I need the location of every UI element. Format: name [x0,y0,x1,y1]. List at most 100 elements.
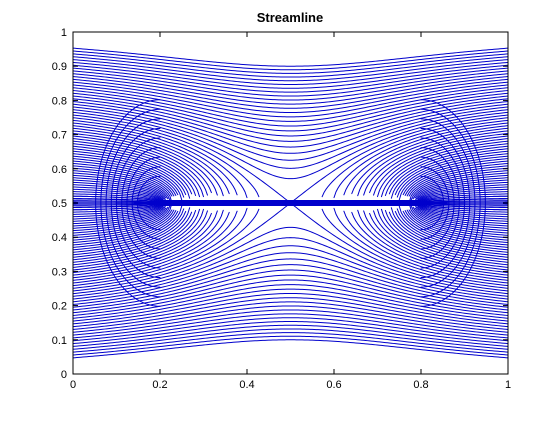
streamline [73,252,508,303]
streamline [73,305,508,333]
streamline [73,332,508,353]
streamline [73,135,508,196]
y-tick-label: 0.3 [52,266,67,278]
streamline-left-lobe [110,127,161,279]
streamline [73,132,508,194]
streamline [73,292,508,325]
streamline [73,205,508,218]
streamline-right-lobe [420,127,471,279]
streamline-right-lobe [420,175,445,231]
y-tick-label: 0.5 [52,198,67,210]
streamline [73,297,508,328]
y-tick-label: 0.9 [52,61,67,73]
streamline-right-lobe [420,137,465,269]
streamline [73,64,508,89]
streamline [73,208,508,268]
streamline [73,274,508,314]
streamline [73,138,508,198]
x-tick-label: 0.6 [326,379,341,391]
x-tick-label: 0.4 [239,379,254,391]
streamline [73,237,508,297]
streamline-right-lobe [420,118,476,288]
streamline [73,209,508,263]
streamline [73,155,508,201]
x-tick-label: 0.8 [413,379,428,391]
streamline [73,284,508,319]
streamline [73,204,508,292]
streamline [73,209,508,244]
streamline [73,339,508,359]
streamline [73,61,508,85]
streamline [73,207,508,258]
streamline [73,53,508,74]
plot-area [73,32,508,374]
streamline [73,210,508,248]
streamline [73,153,508,198]
streamline [73,177,508,202]
streamline [73,172,508,200]
streamline [73,202,508,239]
streamline-left-lobe [136,175,161,231]
y-tick-label: 0.2 [52,301,67,313]
streamline [73,324,508,347]
streamline [73,140,508,198]
streamline [73,245,508,300]
streamline [73,317,508,342]
streamline [73,95,508,137]
streamline [73,321,508,345]
streamline [73,106,508,161]
y-tick-label: 0.1 [52,335,67,347]
streamline-right-lobe [420,156,455,250]
ticks: 0 0.2 0.4 0.6 0.8 1 0 0.1 0.2 0.3 0.4 0.5 0.6 0.7 0.8 0… [52,27,511,391]
streamline [73,212,508,274]
streamline [73,210,508,276]
streamline [73,70,508,97]
streamline-left-lobe [95,99,161,307]
streamline [73,210,508,271]
streamline [73,109,508,169]
streamline [73,158,508,196]
streamline [73,288,508,322]
streamline [73,165,508,197]
streamline [73,122,508,196]
streamline [73,210,508,246]
streamline [73,111,508,180]
streamline [73,226,508,295]
streamline [73,76,508,105]
streamline [73,208,508,289]
streamline [73,209,508,279]
streamline [73,56,508,78]
streamline [73,188,508,201]
streamline-left-lobe [131,166,161,240]
streamline [73,143,508,197]
y-tick-label: 0.8 [52,95,67,107]
streamline [73,167,508,204]
streamline [73,208,508,266]
streamline [73,50,508,71]
x-tick-label: 1 [505,379,511,391]
streamline [73,87,508,122]
streamline [73,309,508,336]
streamline [73,127,508,197]
streamline [73,205,508,236]
x-tick-label: 0 [70,379,76,391]
streamline [73,103,508,154]
streamline [73,89,508,127]
streamline [73,130,508,196]
streamline [73,59,508,82]
streamline [73,211,508,261]
streamline-right-lobe [420,147,460,259]
streamline [73,207,508,287]
streamline [73,170,508,201]
y-tick-label: 0.7 [52,130,67,142]
streamline [73,301,508,330]
streamline [73,117,508,198]
y-tick-label: 1 [61,27,67,39]
streamline [73,98,508,142]
streamline [73,264,508,308]
streamline [73,269,508,311]
streamline [73,206,508,234]
streamline [73,114,508,202]
